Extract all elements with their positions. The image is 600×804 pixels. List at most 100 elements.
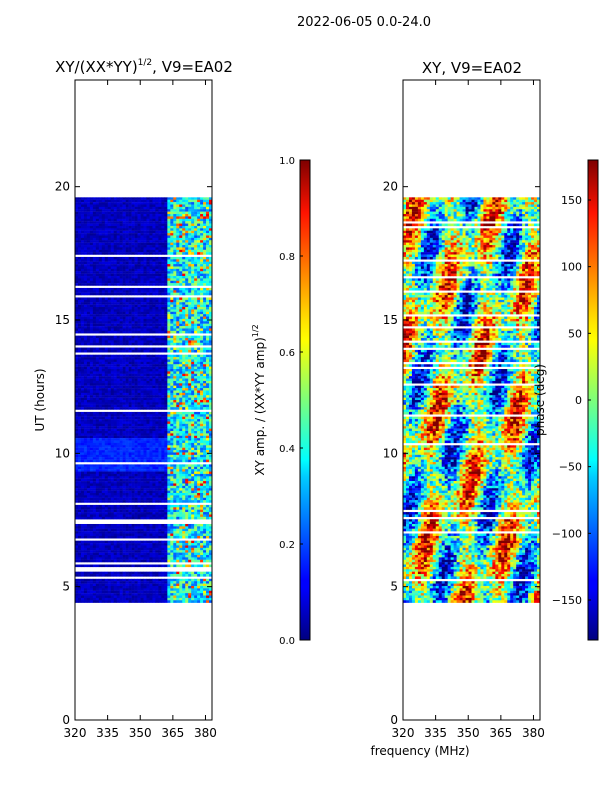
heatmap-cell <box>89 221 94 224</box>
heatmap-cell <box>122 400 126 403</box>
heatmap-cell <box>134 326 138 329</box>
heatmap-cell <box>140 218 144 222</box>
heatmap-cell <box>95 268 100 272</box>
heatmap-cell <box>194 304 198 308</box>
heatmap-cell <box>77 259 82 262</box>
heatmap-cell <box>119 400 123 403</box>
heatmap-cell <box>206 199 210 203</box>
heatmap-cell <box>176 385 180 389</box>
heatmap-cell <box>137 276 141 279</box>
heatmap-cell <box>158 225 162 229</box>
heatmap-cell <box>149 419 153 422</box>
heatmap-cell <box>176 471 180 475</box>
heatmap-cell <box>149 450 153 453</box>
heatmap-cell <box>161 447 165 451</box>
heatmap-cell <box>200 259 204 262</box>
heatmap-cell <box>158 247 162 250</box>
heatmap-cell <box>185 309 189 312</box>
heatmap-cell <box>191 328 195 332</box>
heatmap-cell <box>119 426 123 429</box>
heatmap-cell <box>119 335 123 339</box>
heatmap-cell <box>107 371 112 374</box>
heatmap-cell <box>173 364 177 367</box>
heatmap-cell <box>197 242 201 246</box>
heatmap-cell <box>116 469 120 472</box>
heatmap-cell <box>206 335 210 339</box>
heatmap-cell <box>185 280 189 284</box>
heatmap-cell <box>89 423 94 427</box>
heatmap-cell <box>98 223 103 227</box>
heatmap-cell <box>188 233 192 236</box>
heatmap-cell <box>152 435 156 439</box>
heatmap-cell <box>197 404 201 408</box>
heatmap-cell <box>110 318 115 322</box>
heatmap-cell <box>188 261 192 265</box>
heatmap-cell <box>101 371 106 374</box>
heatmap-cell <box>104 335 109 339</box>
heatmap-cell <box>176 211 180 215</box>
heatmap-cell <box>158 338 162 341</box>
heatmap-cell <box>125 202 129 205</box>
heatmap-cell <box>89 206 94 210</box>
heatmap-cell <box>116 464 120 467</box>
heatmap-cell <box>122 299 126 303</box>
heatmap-cell <box>185 307 189 310</box>
heatmap-cell <box>164 252 168 255</box>
heatmap-cell <box>185 314 189 317</box>
heatmap-cell <box>179 404 183 408</box>
heatmap-cell <box>128 235 132 239</box>
heatmap-cell <box>182 340 186 343</box>
heatmap-cell <box>110 407 115 410</box>
heatmap-cell <box>80 342 85 346</box>
heatmap-cell <box>77 223 82 227</box>
heatmap-cell <box>125 457 129 460</box>
heatmap-cell <box>176 326 180 329</box>
heatmap-cell <box>107 457 112 460</box>
heatmap-cell <box>131 223 135 227</box>
heatmap-cell <box>161 249 165 253</box>
heatmap-cell <box>164 426 168 429</box>
heatmap-cell <box>197 292 201 296</box>
heatmap-cell <box>119 364 123 367</box>
heatmap-cell <box>110 390 115 394</box>
heatmap-cell <box>107 314 112 317</box>
heatmap-cell <box>161 442 165 446</box>
heatmap-cell <box>149 385 153 389</box>
heatmap-cell <box>191 206 195 210</box>
heatmap-cell <box>173 371 177 374</box>
heatmap-cell <box>98 466 103 470</box>
heatmap-cell <box>167 247 171 250</box>
heatmap-cell <box>107 323 112 327</box>
heatmap-cell <box>167 268 171 272</box>
heatmap-cell <box>113 428 117 432</box>
heatmap-cell <box>104 407 109 410</box>
heatmap-cell <box>200 423 204 427</box>
heatmap-cell <box>152 276 156 279</box>
heatmap-cell <box>149 464 153 467</box>
heatmap-cell <box>83 433 88 436</box>
heatmap-cell <box>164 392 168 396</box>
heatmap-cell <box>188 271 192 274</box>
heatmap-cell <box>203 240 207 243</box>
heatmap-cell <box>164 328 168 332</box>
heatmap-cell <box>101 442 106 446</box>
heatmap-cell <box>77 369 82 372</box>
heatmap-cell <box>80 454 85 458</box>
heatmap-cell <box>203 297 207 301</box>
heatmap-cell <box>86 364 91 367</box>
heatmap-cell <box>143 307 147 310</box>
heatmap-cell <box>140 357 144 360</box>
heatmap-cell <box>176 218 180 222</box>
heatmap-cell <box>185 395 189 398</box>
heatmap-cell <box>98 450 103 453</box>
heatmap-cell <box>185 338 189 341</box>
heatmap-cell <box>209 225 212 229</box>
heatmap-cell <box>89 383 94 386</box>
heatmap-cell <box>77 442 82 446</box>
heatmap-cell <box>98 240 103 243</box>
heatmap-cell <box>122 302 126 305</box>
heatmap-cell <box>206 407 210 410</box>
heatmap-cell <box>134 445 138 448</box>
heatmap-cell <box>134 447 138 451</box>
heatmap-cell <box>125 361 129 365</box>
